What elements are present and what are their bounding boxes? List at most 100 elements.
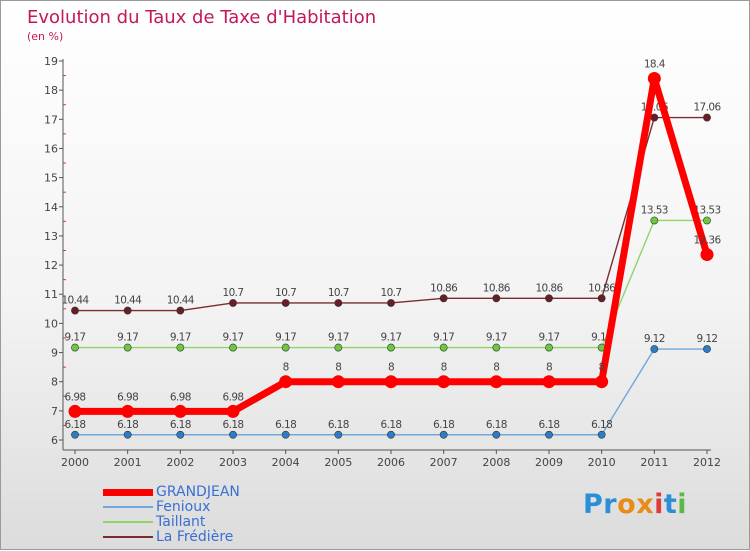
data-point xyxy=(229,430,237,439)
legend-label: La Frédière xyxy=(156,529,234,545)
series-la-fr-di-re: 10.44 10.44 10.44 10.7 10.7 10.7 10.7 10.86 10.8… xyxy=(61,102,722,315)
logo-letter: x xyxy=(636,489,655,520)
logo-letter: r xyxy=(603,489,618,520)
data-point xyxy=(71,343,79,352)
y-tick-label: 14 xyxy=(44,201,58,214)
y-tick-label: 15 xyxy=(44,172,58,185)
y-tick-label: 6 xyxy=(51,434,58,447)
y-tick-label: 10 xyxy=(44,317,58,330)
data-label: 10.44 xyxy=(114,295,142,307)
data-point xyxy=(334,430,343,439)
logo-letter: i xyxy=(677,489,688,520)
data-label: 8 xyxy=(546,362,552,374)
data-label: 8 xyxy=(441,362,447,374)
data-point xyxy=(597,294,606,303)
data-label: 10.7 xyxy=(328,287,349,299)
x-tick-label: 2008 xyxy=(482,456,510,469)
data-point xyxy=(176,343,185,352)
data-label: 18.4 xyxy=(644,58,666,70)
data-point xyxy=(334,343,343,352)
x-tick-label: 2011 xyxy=(640,456,668,469)
data-label: 10.7 xyxy=(381,287,402,299)
data-label: 9.17 xyxy=(328,332,349,344)
logo-letter: i xyxy=(654,489,664,520)
legend-swatch xyxy=(103,521,153,523)
data-label: 6.18 xyxy=(591,419,612,431)
data-point xyxy=(387,343,395,352)
data-point xyxy=(281,299,290,307)
legend-swatch xyxy=(103,506,153,508)
data-point xyxy=(121,404,135,418)
data-label: 9.17 xyxy=(117,332,138,344)
data-point xyxy=(123,306,132,315)
y-tick-label: 19 xyxy=(44,55,58,68)
y-tick-label: 11 xyxy=(44,288,58,301)
data-point xyxy=(334,299,343,307)
data-point xyxy=(492,343,501,352)
legend-label: Fenioux xyxy=(156,499,211,515)
legend-swatch xyxy=(103,536,153,538)
data-point xyxy=(545,294,553,303)
data-label: 6.18 xyxy=(170,419,191,431)
chart-subtitle: (en %) xyxy=(27,30,64,43)
series-taillant: 9.17 9.17 9.17 9.17 9.17 9.17 9.17 9.17 9.17 9.17… xyxy=(65,204,721,352)
y-tick-label: 16 xyxy=(44,142,58,155)
y-tick-label: 12 xyxy=(44,259,58,272)
y-tick-label: 9 xyxy=(51,347,58,360)
data-point xyxy=(595,375,609,389)
legend-label: GRANDJEAN xyxy=(156,484,240,500)
series-fenioux: 6.18 6.18 6.18 6.18 6.18 6.18 6.18 6.18 6.18 6.18… xyxy=(65,333,718,439)
data-point xyxy=(492,294,501,303)
data-label: 9.17 xyxy=(65,332,86,344)
data-point xyxy=(545,343,553,352)
data-point xyxy=(647,71,661,85)
data-point xyxy=(226,404,240,418)
data-point xyxy=(173,404,187,418)
data-point xyxy=(387,430,395,439)
data-point xyxy=(545,430,553,439)
data-label: 10.86 xyxy=(483,282,511,294)
legend-label: Taillant xyxy=(156,514,206,530)
logo-letter: o xyxy=(617,489,637,520)
x-tick-label: 2006 xyxy=(377,456,405,469)
proxiti-logo: Proxiti xyxy=(583,489,687,520)
data-point xyxy=(597,430,606,439)
y-tick-label: 13 xyxy=(44,230,58,243)
data-label: 12.36 xyxy=(693,235,721,247)
data-point xyxy=(439,294,448,303)
data-label: 9.17 xyxy=(275,332,296,344)
chart-title: Evolution du Taux de Taxe d'Habitation xyxy=(27,7,377,28)
x-tick-label: 2007 xyxy=(430,456,458,469)
data-label: 6.18 xyxy=(381,419,402,431)
data-label: 6.18 xyxy=(486,419,507,431)
data-point xyxy=(492,430,501,439)
data-point xyxy=(437,375,451,389)
data-label: 10.7 xyxy=(275,287,296,299)
data-label: 9.17 xyxy=(486,332,507,344)
logo-letter: P xyxy=(583,489,604,520)
data-point xyxy=(650,216,659,225)
x-tick-label: 2002 xyxy=(166,456,194,469)
data-label: 8 xyxy=(493,362,499,374)
data-label: 8 xyxy=(599,362,605,374)
data-point xyxy=(281,343,290,352)
data-label: 10.7 xyxy=(223,287,244,299)
data-point xyxy=(68,404,82,418)
x-tick-label: 2001 xyxy=(114,456,142,469)
data-label: 13.53 xyxy=(641,204,668,216)
data-label: 9.17 xyxy=(170,332,191,344)
logo-letter: t xyxy=(663,489,678,520)
data-point xyxy=(279,375,293,389)
data-point xyxy=(700,248,714,262)
x-tick-label: 2010 xyxy=(588,456,616,469)
data-point xyxy=(489,375,503,389)
x-tick-label: 2004 xyxy=(272,456,300,469)
data-label: 8 xyxy=(388,362,394,374)
data-point xyxy=(229,343,237,352)
data-point xyxy=(176,306,185,315)
data-point xyxy=(542,375,556,389)
y-tick-label: 18 xyxy=(44,84,58,97)
data-point xyxy=(331,375,345,389)
